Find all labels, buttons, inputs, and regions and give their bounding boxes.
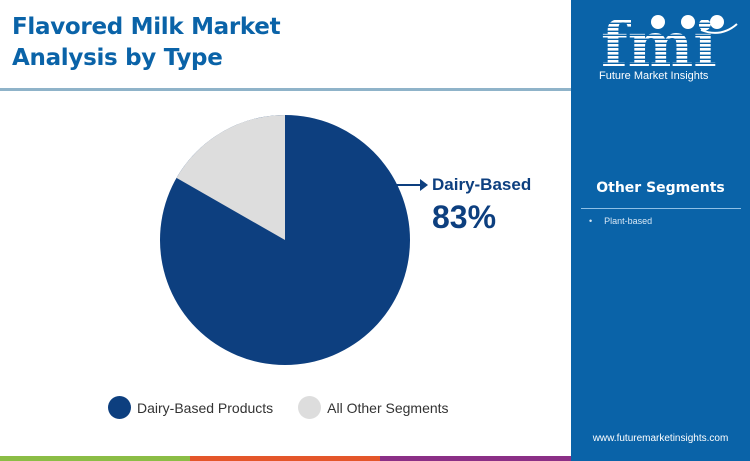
pie-slice-all-other-segments[interactable] bbox=[176, 115, 286, 240]
footer-bar-orange bbox=[190, 456, 380, 461]
legend-item-other[interactable]: All Other Segments bbox=[298, 396, 449, 419]
segment-list-item: • Plant-based bbox=[589, 216, 653, 226]
pie-chart bbox=[160, 115, 410, 365]
other-segments-title: Other Segments bbox=[596, 180, 725, 196]
page-title: Flavored Milk Market Analysis by Type bbox=[12, 14, 281, 71]
fmi-logo-icon: fmi bbox=[601, 8, 738, 81]
sidebar-panel: fmi Future Market Insights Other Segment… bbox=[571, 0, 750, 461]
legend-swatch-other bbox=[298, 396, 322, 419]
callout-value: 83% bbox=[432, 199, 497, 235]
arrow-right-icon bbox=[396, 179, 428, 191]
callout-label: Dairy-Based bbox=[432, 175, 532, 194]
legend-item-dairy[interactable]: Dairy-Based Products bbox=[108, 396, 273, 419]
footer-bar-green bbox=[0, 456, 190, 461]
legend-label: All Other Segments bbox=[327, 399, 449, 416]
chart-legend: Dairy-Based Products All Other Segments bbox=[108, 396, 474, 419]
title-divider bbox=[0, 88, 571, 91]
logo-text: Future Market Insights bbox=[599, 70, 709, 82]
legend-label: Dairy-Based Products bbox=[137, 399, 274, 416]
bullet-icon: • bbox=[589, 216, 593, 226]
footer-bar-purple bbox=[380, 456, 571, 461]
website-link[interactable]: www.futuremarketinsights.com bbox=[592, 433, 729, 444]
legend-swatch-dairy bbox=[108, 396, 131, 419]
other-segments-divider bbox=[581, 208, 741, 209]
